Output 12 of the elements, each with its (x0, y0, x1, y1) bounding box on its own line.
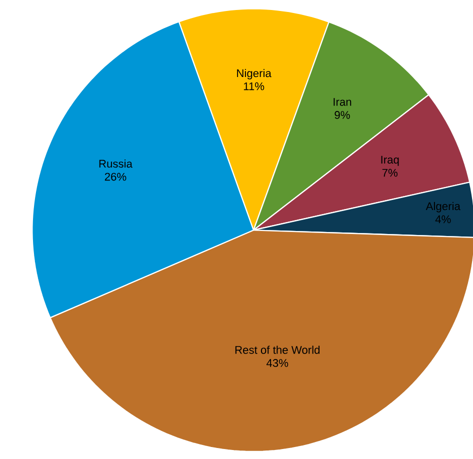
data-label: 9% (334, 110, 350, 119)
data-label: 26% (104, 172, 126, 181)
data-label: 11% (244, 82, 264, 90)
data-label: 7% (382, 168, 398, 177)
slice-label: Russia (99, 159, 132, 168)
data-label: 4% (435, 215, 451, 223)
data-label: 43% (266, 358, 288, 367)
slice-label: Iran (334, 98, 352, 106)
slice-label: Algeria (426, 202, 460, 212)
slice-label: Rest of the World (235, 346, 320, 354)
slice-label: Nigeria (237, 68, 272, 80)
slice-label: Iraq (381, 156, 399, 166)
